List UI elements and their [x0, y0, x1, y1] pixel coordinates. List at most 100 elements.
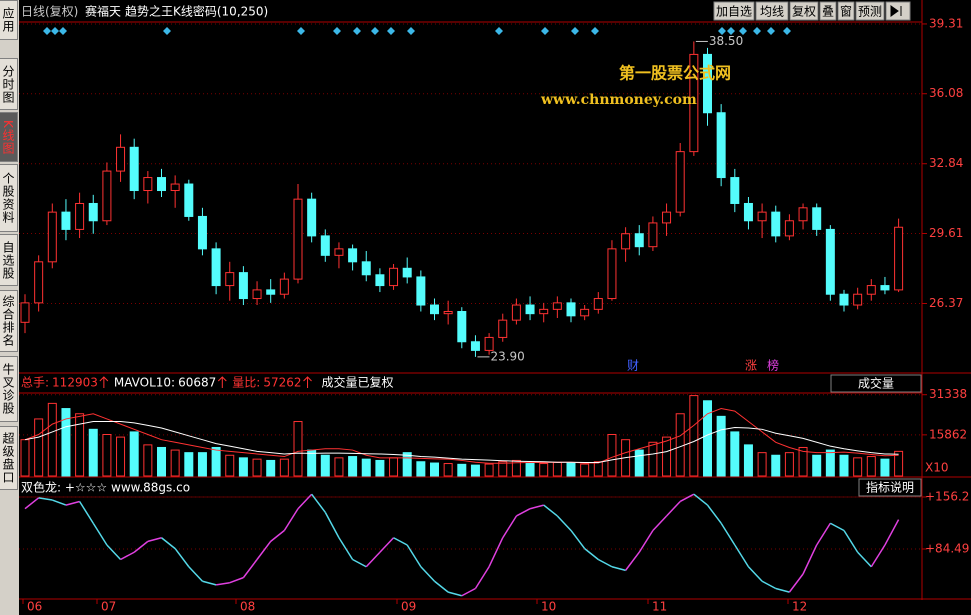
stat-value: 57262 [263, 376, 301, 390]
event-marker[interactable]: 财 [627, 359, 639, 373]
sidebar-tab[interactable]: 应用 [0, 0, 18, 40]
sidebar-tab[interactable]: 自选股 [0, 234, 18, 286]
toolbar-button-label[interactable]: 加自选 [716, 5, 752, 19]
y-tick-label: 15862 [929, 427, 967, 441]
volume-bar [552, 462, 562, 477]
period-label: 日线(复权) [21, 5, 78, 19]
candle-body [839, 293, 849, 306]
candle-body [757, 211, 767, 222]
sidebar-tab[interactable]: 个股资料 [0, 164, 18, 232]
stat-label: 量比: [232, 376, 260, 390]
toolbar-button-label[interactable]: 窗 [840, 5, 852, 19]
volume-bar [416, 461, 426, 477]
oscillator-segment [816, 522, 831, 546]
volume-bar [784, 452, 794, 477]
y-tick-label: 36.08 [929, 86, 963, 100]
sidebar-tab[interactable]: 分时图 [0, 58, 18, 110]
toolbar-button-label[interactable]: 预测 [858, 5, 882, 19]
sidebar-tab[interactable]: 综合排名 [0, 290, 18, 352]
background [19, 0, 971, 615]
y-tick-label: 29.61 [929, 226, 963, 240]
oscillator-segment [38, 497, 53, 501]
y-tick-label: +156.2 [925, 489, 969, 503]
volume-bar [20, 439, 30, 477]
toolbar-button[interactable] [837, 1, 855, 21]
stat-label: MAVOL10: [114, 376, 175, 390]
oscillator-segment [447, 591, 462, 597]
oscillator-segment [829, 522, 845, 532]
oscillator-segment [474, 566, 490, 589]
candle-body [607, 248, 617, 300]
volume-bar [293, 421, 303, 477]
oscillator-segment [338, 537, 354, 560]
volume-bar [320, 454, 330, 477]
candle-body [129, 146, 139, 192]
volume-bar [716, 415, 726, 477]
oscillator-segment [870, 544, 886, 568]
sidebar-tab[interactable]: 超级盘口 [0, 426, 18, 490]
event-marker[interactable]: 涨 [745, 358, 757, 373]
volume-bar [757, 452, 767, 477]
indicator-title: 双色龙: +☆☆☆ www.88gs.co [21, 481, 190, 495]
oscillator-segment [802, 544, 818, 575]
toolbar-button-label[interactable]: 均线 [760, 5, 784, 19]
candle-body [20, 302, 30, 323]
oscillator-segment [24, 497, 40, 510]
toolbar-button[interactable] [789, 1, 819, 21]
x-tick-label: 09 [401, 600, 416, 614]
volume-bar [266, 459, 276, 477]
x-tick-label: 10 [541, 600, 556, 614]
volume-bar [675, 413, 685, 477]
panel-button[interactable] [858, 478, 922, 497]
oscillator-segment [857, 551, 872, 568]
oscillator-segment [556, 515, 572, 531]
toolbar-button[interactable] [855, 1, 885, 21]
candle-body [211, 248, 221, 287]
candle-body [75, 202, 85, 230]
sidebar: 应用分时图 K线图个股资料自选股综合排名牛叉诊股超级盘口 [0, 0, 19, 615]
oscillator-segment [625, 551, 640, 571]
sidebar-tab[interactable]: 牛叉诊股 [0, 356, 18, 422]
volume-bar [279, 458, 289, 477]
oscillator-segment [584, 548, 599, 561]
oscillator-segment [242, 559, 258, 579]
toolbar-button[interactable] [819, 1, 837, 21]
up-arrow [303, 376, 312, 388]
candle-body [484, 336, 494, 351]
volume-bar [743, 444, 753, 477]
oscillator-segment [202, 580, 217, 586]
toolbar-button[interactable] [713, 1, 755, 21]
sidebar-tab[interactable]: K线图 [0, 112, 18, 162]
volume-ma-line [24, 408, 899, 464]
oscillator-segment [161, 537, 176, 550]
price-annotation: 38.50 [709, 34, 743, 48]
event-marker[interactable]: 榜 [767, 358, 779, 373]
volume-bar [703, 400, 712, 477]
volume-bar [539, 463, 549, 477]
oscillator-segment [52, 499, 67, 506]
panel-button[interactable] [830, 374, 922, 393]
toolbar-button-label[interactable]: 复权 [792, 5, 816, 19]
panel-button-label[interactable]: 成交量 [858, 376, 894, 391]
oscillator-segment [706, 504, 722, 524]
candle-body [812, 207, 822, 230]
toolbar-button-label[interactable]: 叠 [822, 5, 834, 19]
candle-body [539, 308, 549, 315]
toolbar-button[interactable] [755, 1, 789, 21]
price-annotation: 23.90 [490, 349, 524, 363]
volume-bar [484, 463, 494, 477]
oscillator-segment [720, 522, 736, 546]
stat-label: 总手: [21, 376, 49, 390]
candle-body [430, 304, 439, 315]
candle-body [689, 53, 699, 153]
candle-body [170, 183, 180, 192]
oscillator-segment [529, 504, 544, 510]
panel-button-label[interactable]: 指标说明 [866, 480, 914, 495]
volume-bar [771, 454, 781, 477]
candle-body [894, 226, 904, 291]
volume-bar [880, 458, 890, 477]
volume-bar [443, 463, 453, 477]
y-tick-label: 39.31 [929, 16, 963, 30]
stat-value: 112903 [52, 376, 98, 390]
